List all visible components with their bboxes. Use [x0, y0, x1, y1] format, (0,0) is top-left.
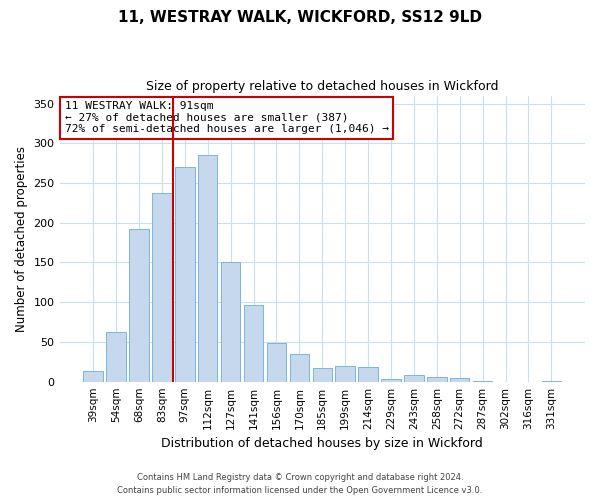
Bar	[381, 378, 401, 382]
Bar	[83, 372, 103, 382]
Bar	[542, 381, 561, 382]
Bar	[267, 342, 286, 382]
Bar	[175, 167, 194, 382]
Bar	[129, 229, 149, 382]
Bar	[106, 332, 126, 382]
Bar	[450, 378, 469, 382]
Bar	[404, 376, 424, 382]
Bar	[290, 354, 309, 382]
Bar	[221, 262, 241, 382]
Text: 11 WESTRAY WALK: 91sqm
← 27% of detached houses are smaller (387)
72% of semi-de: 11 WESTRAY WALK: 91sqm ← 27% of detached…	[65, 102, 389, 134]
Title: Size of property relative to detached houses in Wickford: Size of property relative to detached ho…	[146, 80, 499, 93]
Text: 11, WESTRAY WALK, WICKFORD, SS12 9LD: 11, WESTRAY WALK, WICKFORD, SS12 9LD	[118, 10, 482, 25]
Bar	[152, 192, 172, 382]
Bar	[427, 377, 446, 382]
Bar	[335, 366, 355, 382]
Bar	[358, 366, 378, 382]
Y-axis label: Number of detached properties: Number of detached properties	[15, 146, 28, 332]
Bar	[198, 155, 217, 382]
Text: Contains HM Land Registry data © Crown copyright and database right 2024.
Contai: Contains HM Land Registry data © Crown c…	[118, 474, 482, 495]
X-axis label: Distribution of detached houses by size in Wickford: Distribution of detached houses by size …	[161, 437, 483, 450]
Bar	[313, 368, 332, 382]
Bar	[244, 306, 263, 382]
Bar	[473, 381, 493, 382]
